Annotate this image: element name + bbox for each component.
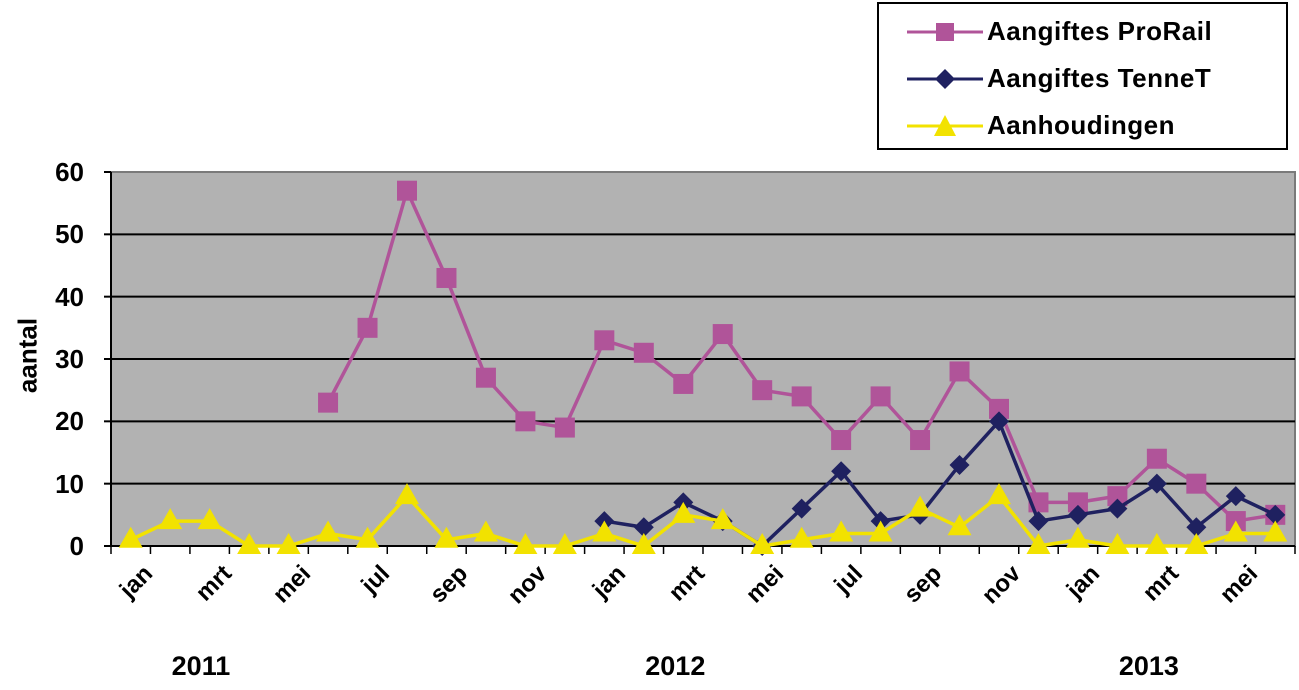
data-point <box>1067 504 1088 525</box>
data-point <box>552 533 577 554</box>
data-point <box>1067 492 1088 513</box>
data-point <box>316 520 341 542</box>
data-point <box>791 498 812 519</box>
data-point <box>594 330 615 351</box>
data-series <box>118 180 1288 556</box>
legend: Aangiftes ProRail Aangiftes TenneT Aanho… <box>877 2 1288 150</box>
data-point <box>1107 486 1128 507</box>
data-point <box>397 180 417 201</box>
axes <box>104 171 1296 554</box>
data-point <box>475 367 496 388</box>
data-point <box>949 454 970 475</box>
data-point <box>237 533 262 554</box>
data-point <box>1107 498 1128 519</box>
data-point <box>513 533 538 554</box>
y-tick-label: 20 <box>55 406 84 437</box>
data-point <box>752 380 773 401</box>
data-point <box>276 533 301 554</box>
data-point <box>633 342 654 363</box>
legend-label: Aangiftes TenneT <box>987 63 1212 93</box>
data-point <box>554 417 575 438</box>
data-point <box>710 508 735 530</box>
data-point <box>118 526 143 548</box>
data-point <box>436 267 457 288</box>
data-point <box>791 386 812 407</box>
data-point <box>870 386 891 407</box>
diamond-marker-icon <box>907 69 983 89</box>
data-point <box>473 520 498 542</box>
data-point <box>673 373 694 394</box>
legend-item-tennet: Aangiftes TenneT <box>879 59 1286 99</box>
data-point <box>987 483 1011 505</box>
data-point <box>989 398 1009 419</box>
data-point <box>1146 448 1167 469</box>
data-point <box>355 526 380 548</box>
data-point <box>1065 526 1090 548</box>
data-point <box>949 361 970 382</box>
data-point <box>671 501 696 523</box>
legend-item-prorail: Aangiftes ProRail <box>879 12 1286 52</box>
data-point <box>1223 520 1248 542</box>
y-tick-label: 60 <box>55 157 84 187</box>
data-point <box>1184 533 1209 554</box>
gridlines <box>111 233 1295 485</box>
data-point <box>831 461 852 482</box>
data-point <box>631 533 656 554</box>
data-point <box>831 430 852 451</box>
data-point <box>1026 533 1051 554</box>
y-tick-label: 40 <box>55 281 84 312</box>
data-point <box>868 520 893 542</box>
data-point <box>1146 473 1167 494</box>
data-point <box>1225 486 1246 507</box>
series-0 <box>318 180 1286 532</box>
y-tick-label: 0 <box>69 531 84 561</box>
data-point <box>1265 504 1286 525</box>
legend-item-aanhoudingen: Aanhoudingen <box>879 106 1286 146</box>
legend-label: Aanhoudingen <box>987 110 1175 140</box>
data-point <box>829 520 854 542</box>
data-point <box>1186 517 1207 538</box>
y-tick-label: 50 <box>55 219 84 250</box>
data-point <box>989 411 1009 432</box>
data-point <box>395 483 419 505</box>
data-point <box>357 317 378 338</box>
data-point <box>434 526 459 548</box>
data-point <box>197 508 222 530</box>
data-point <box>789 526 814 548</box>
data-point <box>158 508 183 530</box>
data-point <box>1105 533 1130 554</box>
data-point <box>910 430 931 451</box>
year-label: 2011 <box>171 651 231 681</box>
data-point <box>1028 511 1049 532</box>
legend-label: Aangiftes ProRail <box>987 16 1213 46</box>
series-2 <box>118 483 1288 554</box>
y-tick-label: 30 <box>55 344 84 374</box>
data-point <box>1144 533 1169 554</box>
data-point <box>750 533 775 554</box>
data-point <box>515 411 536 432</box>
data-point <box>947 514 972 536</box>
data-point <box>712 324 733 345</box>
data-point <box>1186 473 1207 494</box>
data-point <box>318 392 339 413</box>
data-point <box>633 517 654 538</box>
data-point <box>592 520 617 542</box>
year-label: 2012 <box>645 651 706 681</box>
data-point <box>1263 520 1288 542</box>
year-label: 2013 <box>1118 651 1179 681</box>
y-axis-label: aantal <box>12 317 43 394</box>
square-marker-icon <box>907 23 983 41</box>
triangle-marker-icon <box>907 115 983 136</box>
data-point <box>908 495 933 517</box>
y-tick-label: 10 <box>55 468 84 499</box>
